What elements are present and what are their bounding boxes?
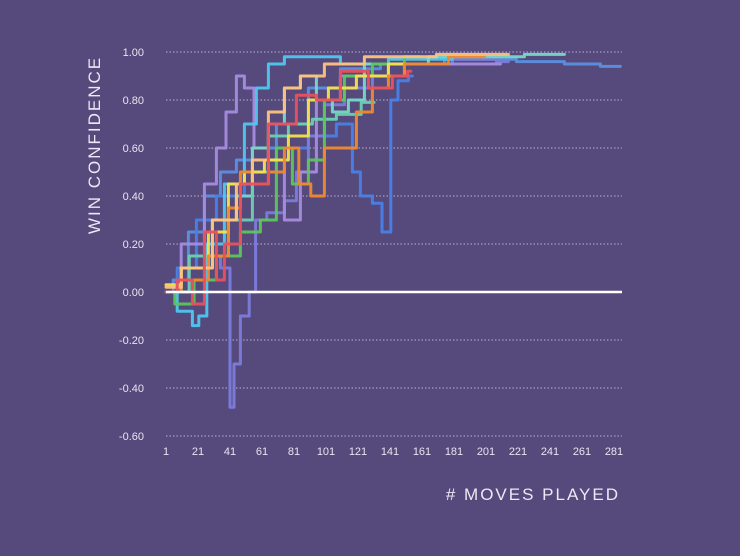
x-tick-label: 121 — [349, 446, 367, 458]
x-tick-label: 61 — [256, 446, 268, 458]
series-line-10 — [164, 55, 486, 294]
x-tick-label: 241 — [541, 446, 559, 458]
y-tick-label: 0.40 — [123, 191, 144, 203]
y-axis-ticks: 1.00 0.80 0.60 0.40 0.20 0.00 -0.20 -0.40 -0.60 — [119, 47, 144, 443]
y-tick-label: -0.40 — [119, 383, 144, 395]
series-line-2 — [164, 74, 414, 294]
x-tick-label: 21 — [192, 446, 204, 458]
series-line-12 — [164, 69, 413, 306]
x-tick-label: 261 — [573, 446, 591, 458]
y-axis-label: WIN CONFIDENCE — [85, 56, 104, 234]
y-tick-label: 0.00 — [123, 287, 144, 299]
x-axis-ticks: 1 21 41 61 81 101 121 141 161 181 201 221 241 261 281 — [163, 446, 623, 458]
x-tick-label: 201 — [477, 446, 495, 458]
x-tick-label: 1 — [163, 446, 169, 458]
y-tick-label: -0.20 — [119, 335, 144, 347]
x-tick-label: 141 — [381, 446, 399, 458]
x-tick-label: 161 — [413, 446, 431, 458]
y-tick-label: -0.60 — [119, 431, 144, 443]
y-tick-label: 0.80 — [123, 95, 144, 107]
series-line-11 — [164, 52, 510, 289]
x-tick-label: 181 — [445, 446, 463, 458]
x-tick-label: 101 — [317, 446, 335, 458]
y-tick-label: 0.20 — [123, 239, 144, 251]
y-tick-label: 0.60 — [123, 143, 144, 155]
series-lines — [164, 52, 622, 409]
x-axis-label: # MOVES PLAYED — [446, 485, 620, 504]
x-tick-label: 221 — [509, 446, 527, 458]
y-tick-label: 1.00 — [123, 47, 144, 59]
x-tick-label: 281 — [605, 446, 623, 458]
x-tick-label: 81 — [288, 446, 300, 458]
x-tick-label: 41 — [224, 446, 236, 458]
